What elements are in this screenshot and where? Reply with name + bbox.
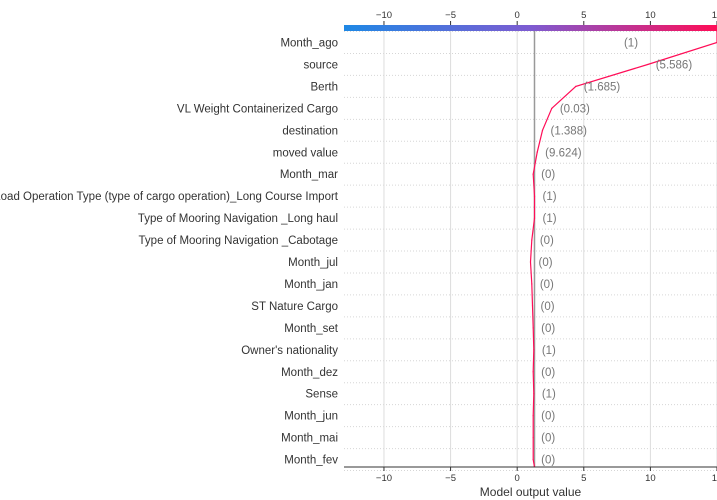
feature-value-label: (0) [541,433,555,445]
decision-point [551,107,553,109]
vertical-grid-layer [383,31,717,467]
top-tick-label: 15 [712,10,717,21]
decision-point [532,437,534,439]
feature-value-label: (5.586) [656,59,693,71]
feature-name-label: Month_set [284,323,339,335]
feature-value-label: (0) [540,301,554,313]
feature-value-label: (1.685) [584,81,621,93]
feature-value-label: (0) [539,257,553,269]
feature-name-label: Month_jun [284,411,338,423]
decision-point [531,305,534,307]
feature-name-label: Month_dez [281,367,338,379]
decision-point [532,458,534,461]
feature-value-label: (0) [541,169,555,181]
feature-value-label: (1.388) [550,125,587,137]
bottom-tick-label: −10 [376,473,392,484]
decision-point [533,393,535,395]
bottom-tick-label: 5 [581,473,586,484]
feature-value-label: (0) [541,411,555,423]
x-axis-title: Model output value [480,485,582,499]
feature-value-label: (1) [542,389,556,401]
feature-value-label: (0) [541,367,555,379]
decision-point [647,63,649,66]
decision-point [541,129,544,131]
top-tick-label: 5 [581,10,586,21]
feature-name-label: Berth [311,81,339,93]
feature-name-label: Month_mai [281,433,338,445]
decision-point [531,283,533,285]
feature-name-label: Load Operation Type (type of cargo opera… [0,191,339,203]
row-separator-layer [344,31,717,472]
decision-line [529,31,717,468]
decision-point [531,239,533,241]
feature-name-label: Month_fev [284,455,338,467]
top-tick-label: 10 [645,10,656,21]
bottom-tick-label: 10 [645,473,656,484]
feature-name-label: VL Weight Containerized Cargo [177,103,338,115]
decision-point [533,217,536,219]
feature-name-label: Month_jan [284,279,338,291]
decision-point [529,261,532,263]
decision-point [532,415,534,417]
feature-name-label: Month_jul [288,257,338,269]
top-axis-ticks: −10 −5 0 5 10 15 [376,10,717,25]
decision-point [536,151,538,153]
bottom-axis-ticks: −10 −5 0 5 10 15 [376,467,717,484]
decision-point [575,85,577,87]
feature-value-label: (1) [542,191,556,203]
colorbar [344,25,717,31]
feature-value-label: (1) [542,213,556,225]
feature-value-label: (0) [540,279,554,291]
feature-value-labels: (1) (5.586) (1.685) (0.03) (1.388) (9.624) (0)… [529,38,717,467]
feature-name-label: Owner's nationality [241,345,338,357]
feature-name-label: source [303,59,338,71]
feature-value-label: (0) [541,455,555,467]
feature-value-label: (0) [540,235,554,247]
feature-name-label: Sense [305,389,338,401]
top-tick-label: −5 [445,10,456,21]
feature-value-label: (0) [541,323,555,335]
feature-value-label: (0.03) [560,103,590,115]
feature-name-label: Month_mar [280,169,338,181]
decision-point [532,371,534,373]
decision-point [532,173,534,175]
feature-value-label: (1) [624,38,638,50]
decision-point [533,349,535,351]
feature-name-label: moved value [273,147,338,159]
decision-point [533,195,536,197]
feature-name-label: Type of Mooring Navigation _Cabotage [139,235,338,247]
bottom-tick-label: 15 [712,473,717,484]
bottom-tick-label: 0 [515,473,520,484]
bottom-tick-label: −5 [445,473,456,484]
top-tick-label: −10 [376,10,392,21]
top-tick-label: 0 [515,10,520,21]
feature-value-label: (9.624) [545,147,582,159]
decision-point [532,327,534,329]
feature-name-label: ST Nature Cargo [251,301,338,313]
feature-name-label: Month_ago [280,38,338,50]
feature-name-label: Type of Mooring Navigation _Long haul [138,213,338,225]
feature-value-label: (1) [542,345,556,357]
feature-name-label: destination [282,125,338,137]
